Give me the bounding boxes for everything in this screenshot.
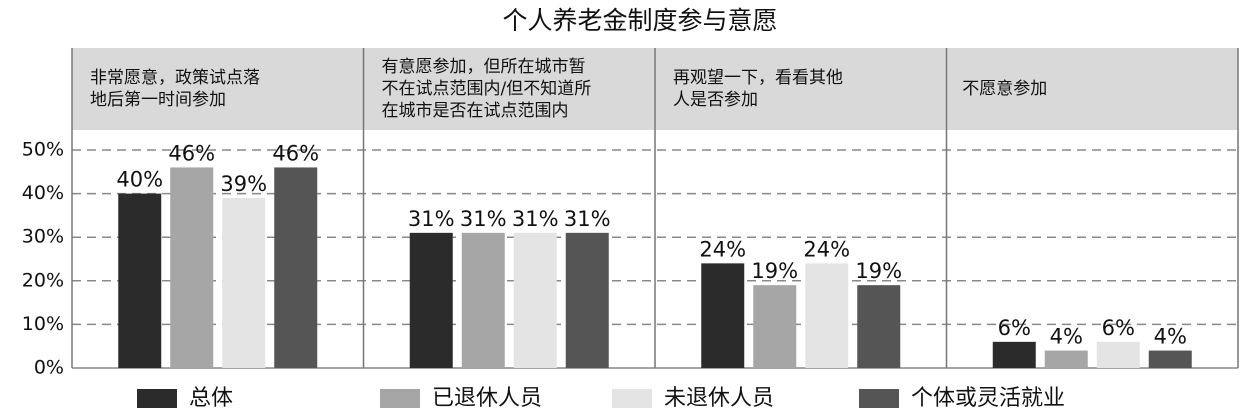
data-label: 4% — [1050, 325, 1083, 349]
chart-title: 个人养老金制度参与意愿 — [502, 6, 777, 35]
bar — [565, 232, 609, 368]
legend-label: 总体 — [189, 386, 233, 411]
data-label: 24% — [699, 237, 746, 261]
data-label: 46% — [272, 141, 319, 165]
bar — [1096, 341, 1140, 368]
bar — [701, 263, 745, 368]
bar — [1044, 350, 1088, 368]
bar — [513, 232, 557, 368]
category-label: 有意愿参加，但所在城市暂不在试点范围内/但不知道所在城市是否在试点范围内 — [381, 57, 592, 121]
data-label: 40% — [116, 168, 163, 192]
category-header: 再观望一下，看看其他人是否参加 — [655, 48, 947, 130]
category-label: 非常愿意，政策试点落地后第一时间参加 — [90, 68, 260, 110]
bar — [805, 263, 849, 368]
legend-swatch — [137, 389, 177, 408]
header-bg — [655, 48, 947, 130]
data-label: 46% — [168, 141, 215, 165]
data-label: 4% — [1154, 325, 1187, 349]
data-label: 31% — [408, 207, 455, 231]
legend-swatch — [859, 389, 899, 408]
bar — [753, 285, 797, 368]
category-header: 非常愿意，政策试点落地后第一时间参加 — [72, 48, 364, 130]
bar — [409, 232, 453, 368]
data-label: 19% — [751, 259, 798, 283]
legend-label: 个体或灵活就业 — [911, 386, 1065, 411]
data-label: 6% — [1102, 316, 1135, 340]
category-label: 不愿意参加 — [962, 79, 1048, 99]
y-tick-label: 10% — [22, 313, 64, 335]
header-bg — [946, 48, 1238, 130]
bar — [222, 197, 266, 368]
y-tick-label: 20% — [22, 269, 64, 291]
bar — [274, 167, 318, 368]
category-header: 不愿意参加 — [947, 48, 1239, 130]
header-bg — [363, 48, 655, 130]
legend-label: 已退休人员 — [432, 386, 542, 411]
bar — [170, 167, 214, 368]
bar — [461, 232, 505, 368]
header-bg — [72, 48, 364, 130]
legend-swatch — [380, 389, 420, 408]
category-header: 有意愿参加，但所在城市暂不在试点范围内/但不知道所在城市是否在试点范围内 — [364, 48, 656, 130]
data-label: 31% — [564, 207, 611, 231]
y-tick-label: 40% — [22, 182, 64, 204]
data-label: 24% — [803, 237, 850, 261]
bar — [1148, 350, 1192, 368]
data-label: 31% — [512, 207, 559, 231]
y-tick-label: 50% — [22, 139, 64, 161]
bar — [118, 193, 162, 368]
data-label: 31% — [460, 207, 507, 231]
legend-label: 未退休人员 — [664, 386, 774, 411]
data-label: 6% — [998, 316, 1031, 340]
bar — [857, 285, 901, 368]
category-label: 再观望一下，看看其他人是否参加 — [673, 68, 843, 110]
data-label: 19% — [855, 259, 902, 283]
data-label: 39% — [220, 172, 267, 196]
y-tick-label: 30% — [22, 226, 64, 248]
bar — [992, 341, 1036, 368]
legend-swatch — [612, 389, 652, 408]
y-tick-label: 0% — [34, 357, 64, 379]
